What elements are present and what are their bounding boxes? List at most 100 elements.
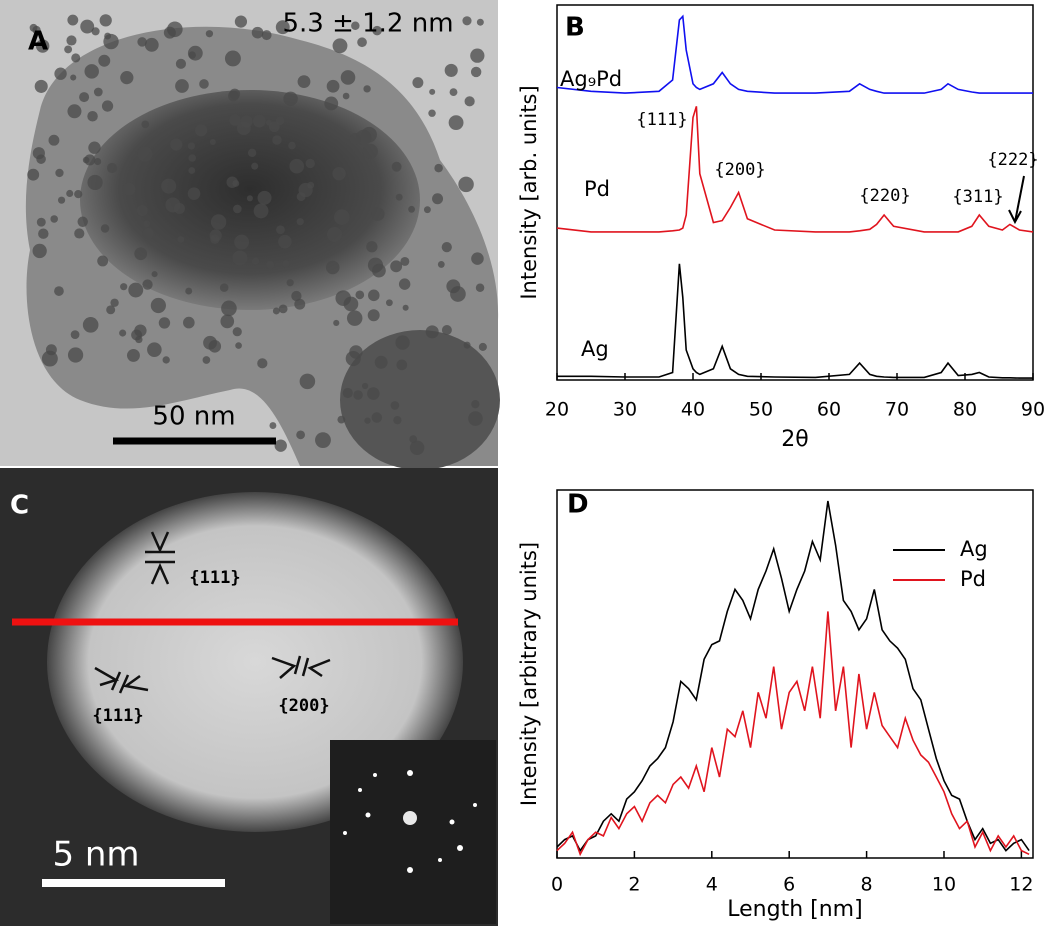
lattice-label: {111}	[189, 568, 240, 588]
peak-label: {311}	[952, 187, 1003, 207]
nanoparticle-dot	[167, 21, 183, 38]
series-label: Pd	[584, 177, 610, 201]
nanoparticle-dot	[183, 316, 195, 329]
x-tick-label: 12	[1009, 874, 1033, 896]
nanoparticle-dot	[87, 111, 98, 122]
x-axis-label: Length [nm]	[727, 897, 862, 922]
nanoparticle-dot	[120, 283, 128, 291]
size-note: 5.3 ± 1.2 nm	[282, 9, 453, 39]
nanoparticle-dot	[346, 310, 363, 326]
nanoparticle-dot	[326, 79, 340, 93]
nanoparticle-dot	[234, 234, 250, 250]
nanoparticle-dot	[188, 167, 196, 174]
nanoparticle-dot	[275, 116, 285, 126]
x-axis-label: 2θ	[781, 427, 808, 452]
nanoparticle-dot	[165, 197, 181, 213]
nanoparticle-dot	[27, 168, 40, 181]
nanoparticle-dot	[224, 50, 241, 67]
nanoparticle-dot	[396, 359, 408, 371]
series-label: Ag₉Pd	[560, 67, 622, 91]
nanoparticle-dot	[315, 432, 331, 449]
x-tick-label: 40	[681, 399, 705, 421]
nanoparticle-dot	[177, 236, 185, 243]
nanoparticle-dot	[343, 296, 359, 312]
plot-frame	[556, 4, 1034, 381]
nanoparticle-dot	[266, 260, 275, 269]
nanoparticle-dot	[74, 228, 85, 239]
nanoparticle-dot	[137, 37, 147, 47]
nanoparticle-dot	[170, 138, 183, 151]
y-axis-label: Intensity [arbitrary units]	[517, 542, 541, 806]
nanoparticle-dot	[463, 341, 471, 349]
nanoparticle-dot	[283, 91, 298, 106]
nanoparticle-dot	[57, 196, 66, 204]
nanoparticle-dot	[409, 435, 418, 443]
nanoparticle-dot	[128, 282, 144, 298]
x-tick-label: 10	[932, 874, 956, 896]
nanoparticle-dot	[99, 14, 112, 27]
nanoparticle-dot	[147, 342, 162, 357]
nanoparticle-dot	[98, 54, 111, 67]
nanoparticle-dot	[247, 148, 257, 158]
nanoparticle-dot	[272, 135, 282, 145]
nanoparticle-dot	[235, 342, 242, 349]
nanoparticle-dot	[366, 241, 378, 253]
nanoparticle-dot	[80, 19, 95, 34]
nanoparticle-dot	[296, 430, 305, 440]
nanoparticle-dot	[305, 158, 315, 169]
x-tick-label: 90	[1021, 399, 1045, 421]
nanoparticle-dot	[476, 18, 484, 26]
nanoparticle-dot	[374, 355, 388, 369]
nanoparticle-dot	[229, 114, 241, 126]
peak-label: {200}	[714, 160, 765, 180]
panel-label: C	[10, 491, 29, 521]
nanoparticle-dot	[390, 260, 403, 273]
nanoparticle-dot	[32, 147, 45, 160]
nanoparticle-dot	[367, 387, 380, 400]
nanoparticle-dot	[219, 283, 229, 292]
nanoparticle-dot	[185, 287, 193, 295]
nanoparticle-dot	[362, 143, 378, 159]
nanoparticle-dot	[470, 48, 485, 63]
nanoparticle-dot	[232, 327, 242, 337]
nanoparticle-dot	[296, 218, 304, 226]
panel-label: A	[28, 27, 48, 57]
nanoparticle-dot	[269, 422, 277, 429]
x-tick-label: 8	[861, 874, 873, 896]
nanoparticle-dot	[251, 162, 259, 170]
nanoparticle-dot	[94, 157, 102, 166]
nanoparticle-dot	[143, 220, 151, 228]
y-axis-label: Intensity [arb. units]	[517, 85, 541, 299]
panel-label: B	[565, 13, 585, 43]
nanoparticle-dot	[232, 180, 240, 187]
nanoparticle-dot	[462, 16, 472, 26]
nanoparticle-dot	[202, 356, 211, 364]
nanoparticle-dot	[175, 58, 187, 69]
nanoparticle-dot	[91, 27, 100, 36]
series-line	[556, 611, 1030, 857]
nanoparticle-dot	[307, 181, 315, 189]
nanoparticle-dot	[282, 260, 290, 268]
scale-bar-label: 50 nm	[152, 402, 235, 432]
nanoparticle-dot	[36, 217, 46, 227]
x-tick-label: 30	[613, 399, 637, 421]
nanoparticle-dot	[253, 203, 269, 219]
nanoparticle-dot	[122, 182, 136, 196]
nanoparticle-dot	[402, 304, 409, 311]
nanoparticle-dot	[70, 74, 77, 81]
nanoparticle-dot	[88, 141, 101, 154]
nanoparticle-dot	[137, 146, 153, 162]
nanoparticle-dot	[74, 189, 83, 199]
nanoparticle-dot	[134, 324, 147, 337]
nanoparticle-dot	[100, 224, 110, 233]
nanoparticle-dot	[251, 26, 264, 39]
nanoparticle-dot	[64, 45, 73, 54]
legend-label: Pd	[960, 567, 986, 591]
nanoparticle-dot	[220, 314, 235, 329]
lattice-label: {111}	[92, 706, 143, 726]
nanoparticle-dot	[144, 37, 159, 52]
x-tick-label: 60	[817, 399, 841, 421]
panel-a: A 5.3 ± 1.2 nm 50 nm	[0, 0, 500, 470]
nanoparticle-dot	[372, 263, 386, 278]
nanoparticle-dot	[432, 193, 444, 205]
